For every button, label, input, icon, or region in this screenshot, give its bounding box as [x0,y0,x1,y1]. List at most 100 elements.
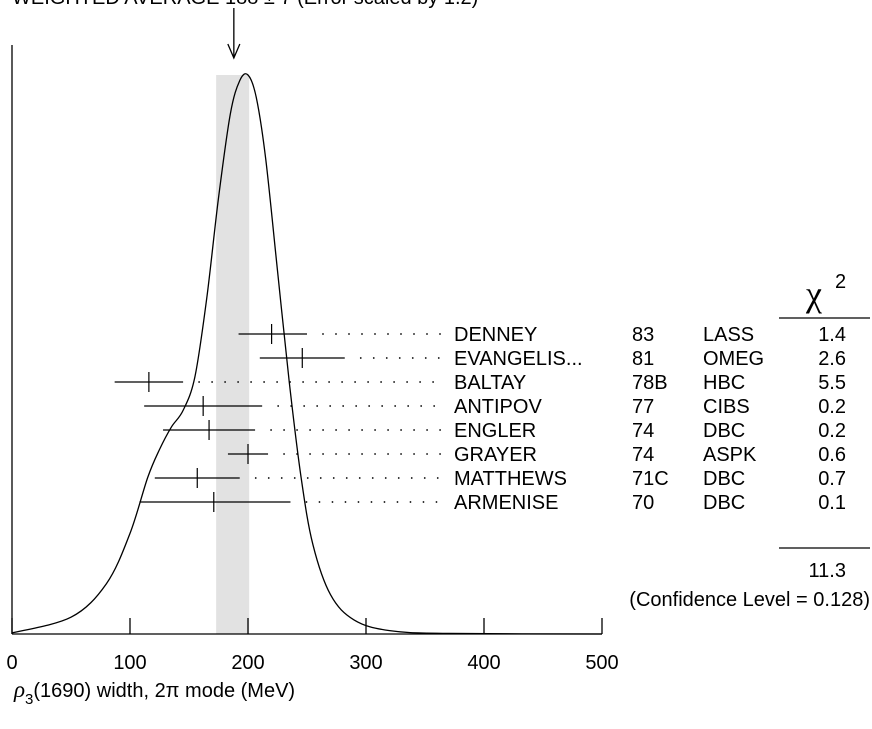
leader-dot-matthews-8 [358,477,361,479]
measurement-year-evangelis: 81 [632,348,654,370]
measurement-author-antipov: ANTIPOV [454,396,542,418]
measurement-year-matthews: 71C [632,468,669,490]
leader-dot-engler-5 [335,429,337,431]
leader-dot-antipov-6 [355,405,358,407]
leader-dot-denney-2 [348,333,350,335]
leader-dot-armenise-8 [409,501,412,503]
leader-dot-denney-5 [387,333,389,335]
x-axis-label-rho: ρ [13,677,25,702]
leader-dot-armenise-0 [305,501,308,503]
leader-dot-matthews-5 [319,477,322,479]
measurement-year-grayer: 74 [632,444,654,466]
leader-dot-engler-0 [270,429,272,431]
leader-dot-antipov-12 [433,405,436,407]
leader-dot-engler-11 [413,429,415,431]
leader-dot-matthews-0 [254,477,257,479]
leader-dot-baltay-11 [341,381,343,383]
leader-dot-engler-10 [400,429,402,431]
measurement-tech-matthews: DBC [703,468,745,490]
measurement-chi2-grayer: 0.6 [818,444,846,466]
leader-dot-grayer-1 [296,453,298,455]
leader-dot-matthews-7 [345,477,348,479]
leader-dot-matthews-13 [423,477,426,479]
measurement-tech-baltay: HBC [703,372,745,394]
x-tick-label-200: 200 [231,652,264,674]
leader-dot-grayer-0 [283,453,285,455]
leader-dot-armenise-3 [344,501,347,503]
ideogram-curve [11,73,603,635]
leader-dot-grayer-2 [309,453,311,455]
leader-dot-antipov-9 [394,405,397,407]
x-axis-label: ρ3(1690) width, 2π mode (MeV) [13,677,295,708]
leader-dot-engler-3 [309,429,311,431]
measurement-year-armenise: 70 [632,492,654,514]
measurement-author-baltay: BALTAY [454,372,526,394]
measurement-author-denney: DENNEY [454,324,537,346]
leader-dot-baltay-14 [380,381,382,383]
leader-dot-armenise-4 [357,501,360,503]
leader-dot-matthews-6 [332,477,335,479]
leader-dot-engler-13 [439,429,441,431]
measurement-leader-dots [198,333,441,503]
measurement-author-engler: ENGLER [454,420,536,442]
measurement-tech-denney: LASS [703,324,754,346]
measurement-author-matthews: MATTHEWS [454,468,567,490]
leader-dot-engler-1 [283,429,285,431]
measurement-year-engler: 74 [632,420,654,442]
leader-dot-matthews-1 [267,477,270,479]
measurement-tech-evangelis: OMEG [703,348,764,370]
leader-dot-baltay-2 [224,381,227,383]
leader-dot-grayer-7 [374,453,376,455]
leader-dot-evangelis-5 [424,357,427,359]
leader-dot-baltay-5 [263,381,265,383]
leader-dot-baltay-7 [289,381,291,383]
leader-dot-engler-9 [387,429,389,431]
leader-dot-baltay-16 [406,381,408,383]
leader-dot-evangelis-1 [372,357,375,359]
leader-dot-antipov-8 [381,405,384,407]
x-tick-label-0: 0 [6,652,17,674]
x-axis-tick-labels: 0 100 200 300 400 500 [6,652,618,674]
measurement-author-armenise: ARMENISE [454,492,558,514]
leader-dot-baltay-9 [315,381,317,383]
measurement-year-denney: 83 [632,324,654,346]
leader-dot-engler-7 [361,429,363,431]
measurement-chi2-baltay: 5.5 [818,372,846,394]
average-band [216,75,250,634]
measurement-author-grayer: GRAYER [454,444,537,466]
leader-dot-antipov-2 [303,405,306,407]
leader-dot-grayer-6 [361,453,363,455]
measurement-table: DENNEY 83 LASS 1.4 EVANGELIS... 81 OMEG 2.6 BALT… [454,324,846,514]
leader-dot-armenise-1 [318,501,321,503]
leader-dot-armenise-9 [422,501,425,503]
leader-dot-evangelis-2 [385,357,388,359]
chart-header: WEIGHTED AVERAGE 188 ± 7 (Error scaled b… [12,0,478,9]
leader-dot-matthews-9 [371,477,374,479]
measurement-tech-grayer: ASPK [703,444,757,466]
leader-dot-baltay-0 [198,381,201,383]
measurement-year-baltay: 78B [632,372,668,394]
x-tick-label-500: 500 [585,652,618,674]
leader-dot-antipov-10 [407,405,410,407]
leader-dot-engler-6 [348,429,350,431]
leader-dot-baltay-4 [250,381,253,383]
leader-dot-antipov-4 [329,405,332,407]
leader-dot-grayer-12 [439,453,441,455]
measurement-chi2-armenise: 0.1 [818,492,846,514]
average-arrow [227,8,241,60]
x-tick-label-400: 400 [467,652,500,674]
leader-dot-armenise-2 [331,501,334,503]
leader-dot-baltay-18 [432,381,434,383]
leader-dot-baltay-6 [276,381,278,383]
leader-dot-evangelis-4 [411,357,414,359]
leader-dot-engler-8 [374,429,376,431]
leader-dot-matthews-4 [306,477,309,479]
chi2-total: 11.3 [809,560,846,582]
leader-dot-baltay-8 [302,381,304,383]
leader-dot-matthews-2 [280,477,283,479]
leader-dot-grayer-3 [322,453,324,455]
measurement-tech-armenise: DBC [703,492,745,514]
leader-dot-grayer-4 [335,453,337,455]
leader-dot-baltay-12 [354,381,356,383]
